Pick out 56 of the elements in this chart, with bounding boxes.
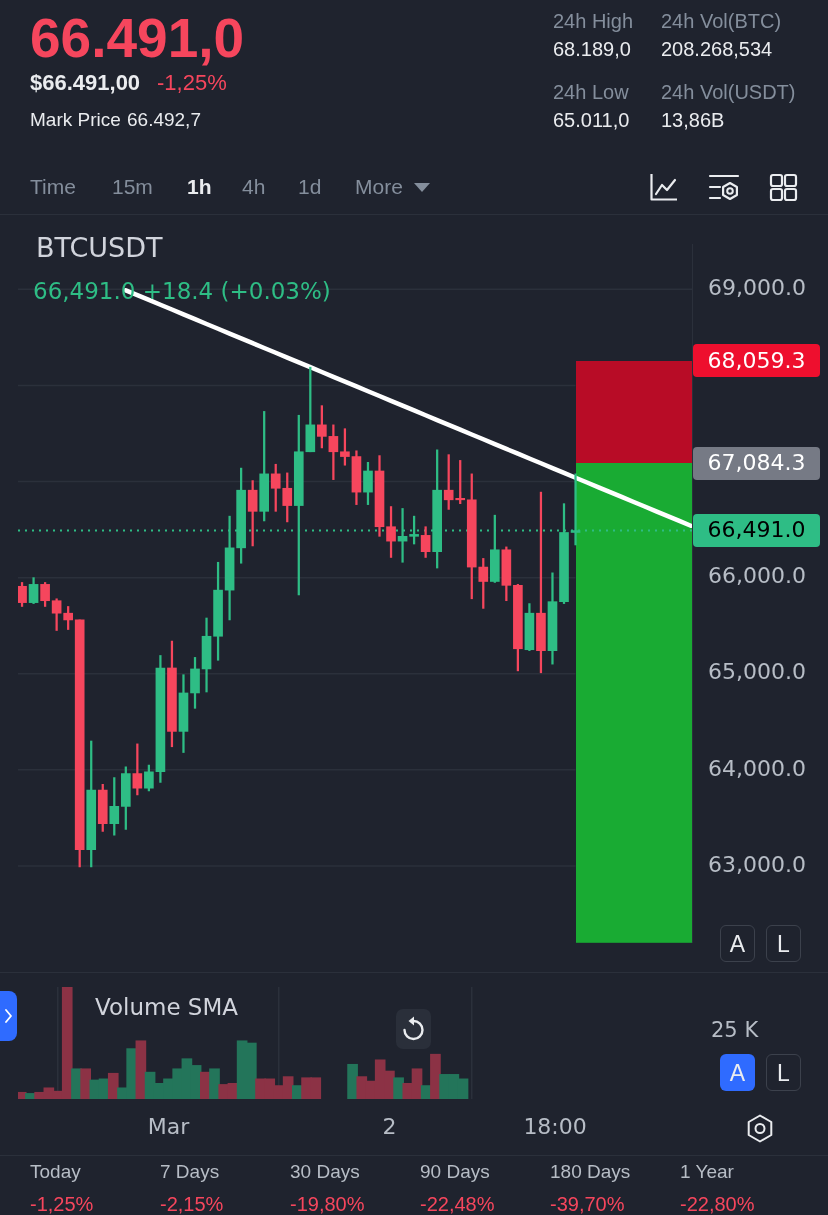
button: A — [720, 925, 755, 962]
bar — [135, 1040, 147, 1099]
button: L — [766, 925, 801, 962]
text: -19,80% — [290, 1192, 365, 1215]
text: 90 Days — [420, 1160, 490, 1184]
text: More — [355, 174, 403, 200]
chart-title: Volume SMA — [95, 994, 239, 1022]
candlestick — [328, 424, 339, 480]
text: -39,70% — [550, 1192, 625, 1215]
y-tick-label: 64,000.0 — [708, 755, 806, 781]
text: Mark Price — [30, 108, 121, 132]
text: 30 Days — [290, 1160, 360, 1184]
chart-title: BTCUSDT — [36, 231, 163, 265]
text: $66.491,00 — [30, 69, 141, 97]
text: -1,25% — [157, 69, 227, 97]
text: -1,25% — [30, 1192, 94, 1215]
text: 25 K — [711, 1018, 759, 1044]
price-tag: 66,491.0 — [693, 513, 820, 547]
price-tag: 68,059.3 — [693, 344, 820, 377]
text: 208.268,534 — [661, 37, 773, 61]
text: 180 Days — [550, 1160, 631, 1184]
ref-line-label: 66,491.0 — [707, 517, 806, 544]
text: 15m — [112, 174, 153, 200]
text: 1h — [187, 174, 212, 200]
text: Today — [30, 1160, 81, 1184]
text: 66.491,0 — [30, 6, 245, 71]
text: 24h Vol(BTC) — [661, 9, 782, 33]
x-tick-label: 18:00 — [523, 1113, 587, 1139]
text: -22,80% — [680, 1192, 755, 1215]
y-tick-label: 69,000.0 — [708, 275, 806, 301]
button: L — [766, 1054, 801, 1091]
price-tag: 67,084.3 — [693, 446, 820, 480]
x-tick-label: 2 — [382, 1113, 397, 1139]
text: Time — [30, 174, 76, 200]
text: 1 Year — [680, 1160, 734, 1184]
text: 65.011,0 — [553, 108, 630, 132]
text: 68.189,0 — [553, 37, 631, 61]
text: -2,15% — [160, 1192, 224, 1215]
text: 24h Vol(USDT) — [661, 80, 796, 104]
text: 7 Days — [160, 1160, 220, 1184]
bar — [107, 1072, 119, 1099]
text: 66.492,7 — [127, 108, 201, 132]
bar — [80, 1068, 91, 1099]
text: 4h — [242, 174, 266, 200]
button: A — [720, 1054, 755, 1091]
text: 24h Low — [553, 80, 629, 104]
y-tick-label: 66,000.0 — [708, 563, 806, 589]
text: 13,86B — [661, 108, 725, 132]
y-tick-label: 63,000.0 — [708, 851, 806, 877]
y-tick-label: 65,000.0 — [708, 659, 806, 685]
bar — [209, 1068, 220, 1099]
text: -22,48% — [420, 1192, 495, 1215]
text: 24h High — [553, 9, 634, 33]
x-tick-label: Mar — [147, 1113, 191, 1139]
text: 1d — [298, 174, 322, 200]
text: 66,491.0 +18.4 (+0.03%) — [33, 278, 331, 306]
